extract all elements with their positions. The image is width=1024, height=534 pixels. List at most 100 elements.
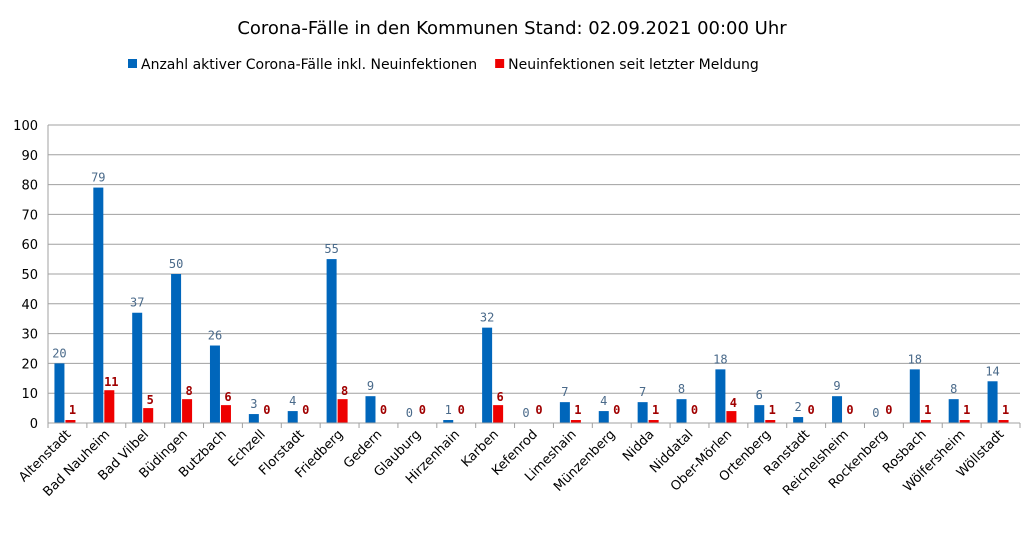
data-label-new: 8 bbox=[185, 384, 192, 398]
data-label-active: 0 bbox=[406, 406, 413, 420]
data-label-active: 6 bbox=[756, 388, 763, 402]
legend-swatch bbox=[495, 59, 505, 68]
bar-new-infections bbox=[65, 420, 76, 423]
bar-active-cases bbox=[754, 405, 765, 423]
data-label-new: 0 bbox=[380, 403, 387, 417]
data-label-active: 26 bbox=[208, 329, 222, 343]
data-label-new: 1 bbox=[924, 403, 931, 417]
data-label-active: 9 bbox=[833, 379, 840, 393]
data-label-active: 32 bbox=[480, 311, 494, 325]
bar-active-cases bbox=[482, 327, 493, 423]
data-label-active: 20 bbox=[52, 346, 66, 360]
bar-active-cases bbox=[54, 363, 65, 423]
data-label-new: 1 bbox=[574, 403, 581, 417]
data-label-new: 1 bbox=[1002, 403, 1009, 417]
bar-active-cases bbox=[637, 402, 648, 423]
chart-title: Corona-Fälle in den Kommunen Stand: 02.0… bbox=[237, 18, 787, 39]
bar-active-cases bbox=[209, 345, 220, 423]
data-label-new: 1 bbox=[652, 403, 659, 417]
data-label-active: 55 bbox=[324, 242, 338, 256]
data-label-new: 11 bbox=[104, 375, 118, 389]
data-label-active: 7 bbox=[639, 385, 646, 399]
data-label-active: 7 bbox=[561, 385, 568, 399]
bar-active-cases bbox=[909, 369, 920, 423]
bar-active-cases bbox=[793, 417, 804, 423]
bar-active-cases bbox=[948, 399, 959, 423]
bar-new-infections bbox=[493, 405, 504, 423]
data-label-active: 14 bbox=[985, 364, 999, 378]
x-tick-label: Nidda bbox=[620, 427, 657, 464]
y-tick-label: 70 bbox=[21, 208, 38, 223]
y-tick-label: 50 bbox=[21, 268, 38, 283]
data-label-new: 0 bbox=[691, 403, 698, 417]
bar-new-infections bbox=[220, 405, 231, 423]
bar-new-infections bbox=[920, 420, 931, 423]
data-label-active: 4 bbox=[600, 394, 607, 408]
bar-active-cases bbox=[365, 396, 376, 423]
bar-active-cases bbox=[987, 381, 998, 423]
y-tick-label: 30 bbox=[21, 328, 38, 343]
bar-new-infections bbox=[648, 420, 659, 423]
data-label-new: 1 bbox=[69, 403, 76, 417]
bar-active-cases bbox=[287, 411, 298, 423]
data-label-new: 5 bbox=[147, 393, 154, 407]
bar-active-cases bbox=[171, 274, 182, 423]
bar-new-infections bbox=[726, 411, 737, 423]
bar-new-infections bbox=[959, 420, 970, 423]
data-label-active: 9 bbox=[367, 379, 374, 393]
data-label-active: 4 bbox=[289, 394, 296, 408]
y-tick-label: 100 bbox=[13, 119, 38, 134]
bar-new-infections bbox=[765, 420, 776, 423]
y-tick-label: 60 bbox=[21, 238, 38, 253]
y-tick-label: 80 bbox=[21, 179, 38, 194]
y-tick-label: 10 bbox=[21, 387, 38, 402]
bar-active-cases bbox=[676, 399, 687, 423]
bar-new-infections bbox=[104, 390, 115, 423]
data-label-new: 0 bbox=[419, 403, 426, 417]
bar-active-cases bbox=[443, 420, 454, 423]
data-label-new: 0 bbox=[808, 403, 815, 417]
data-label-active: 8 bbox=[950, 382, 957, 396]
bar-new-infections bbox=[337, 399, 348, 423]
data-label-active: 79 bbox=[91, 171, 105, 185]
data-label-active: 0 bbox=[522, 406, 529, 420]
bars bbox=[54, 187, 1009, 423]
data-label-new: 0 bbox=[885, 403, 892, 417]
data-label-new: 0 bbox=[263, 403, 270, 417]
data-label-active: 3 bbox=[250, 397, 257, 411]
y-tick-label: 40 bbox=[21, 298, 38, 313]
data-label-active: 18 bbox=[713, 352, 727, 366]
legend-swatch bbox=[128, 59, 137, 68]
bar-new-infections bbox=[143, 408, 154, 423]
legend: Anzahl aktiver Corona-Fälle inkl. Neuinf… bbox=[128, 57, 759, 73]
data-label-new: 8 bbox=[341, 384, 348, 398]
bar-active-cases bbox=[326, 259, 337, 423]
legend-entry: Neuinfektionen seit letzter Meldung bbox=[508, 57, 759, 73]
bar-active-cases bbox=[248, 414, 259, 423]
data-label-new: 0 bbox=[458, 403, 465, 417]
y-tick-label: 90 bbox=[21, 149, 38, 164]
data-label-new: 6 bbox=[497, 390, 504, 404]
bar-new-infections bbox=[998, 420, 1009, 423]
y-tick-label: 20 bbox=[21, 357, 38, 372]
bar-active-cases bbox=[559, 402, 570, 423]
data-label-new: 1 bbox=[963, 403, 970, 417]
bar-new-infections bbox=[182, 399, 193, 423]
data-label-new: 4 bbox=[730, 396, 737, 410]
bar-active-cases bbox=[832, 396, 843, 423]
data-label-new: 0 bbox=[302, 403, 309, 417]
bar-active-cases bbox=[132, 312, 143, 423]
data-label-new: 6 bbox=[224, 390, 231, 404]
data-label-new: 1 bbox=[769, 403, 776, 417]
bar-active-cases bbox=[715, 369, 726, 423]
data-label-active: 50 bbox=[169, 257, 183, 271]
data-label-active: 2 bbox=[795, 400, 802, 414]
data-label-active: 8 bbox=[678, 382, 685, 396]
data-label-new: 0 bbox=[846, 403, 853, 417]
data-label-active: 18 bbox=[908, 352, 922, 366]
data-label-active: 1 bbox=[445, 403, 452, 417]
